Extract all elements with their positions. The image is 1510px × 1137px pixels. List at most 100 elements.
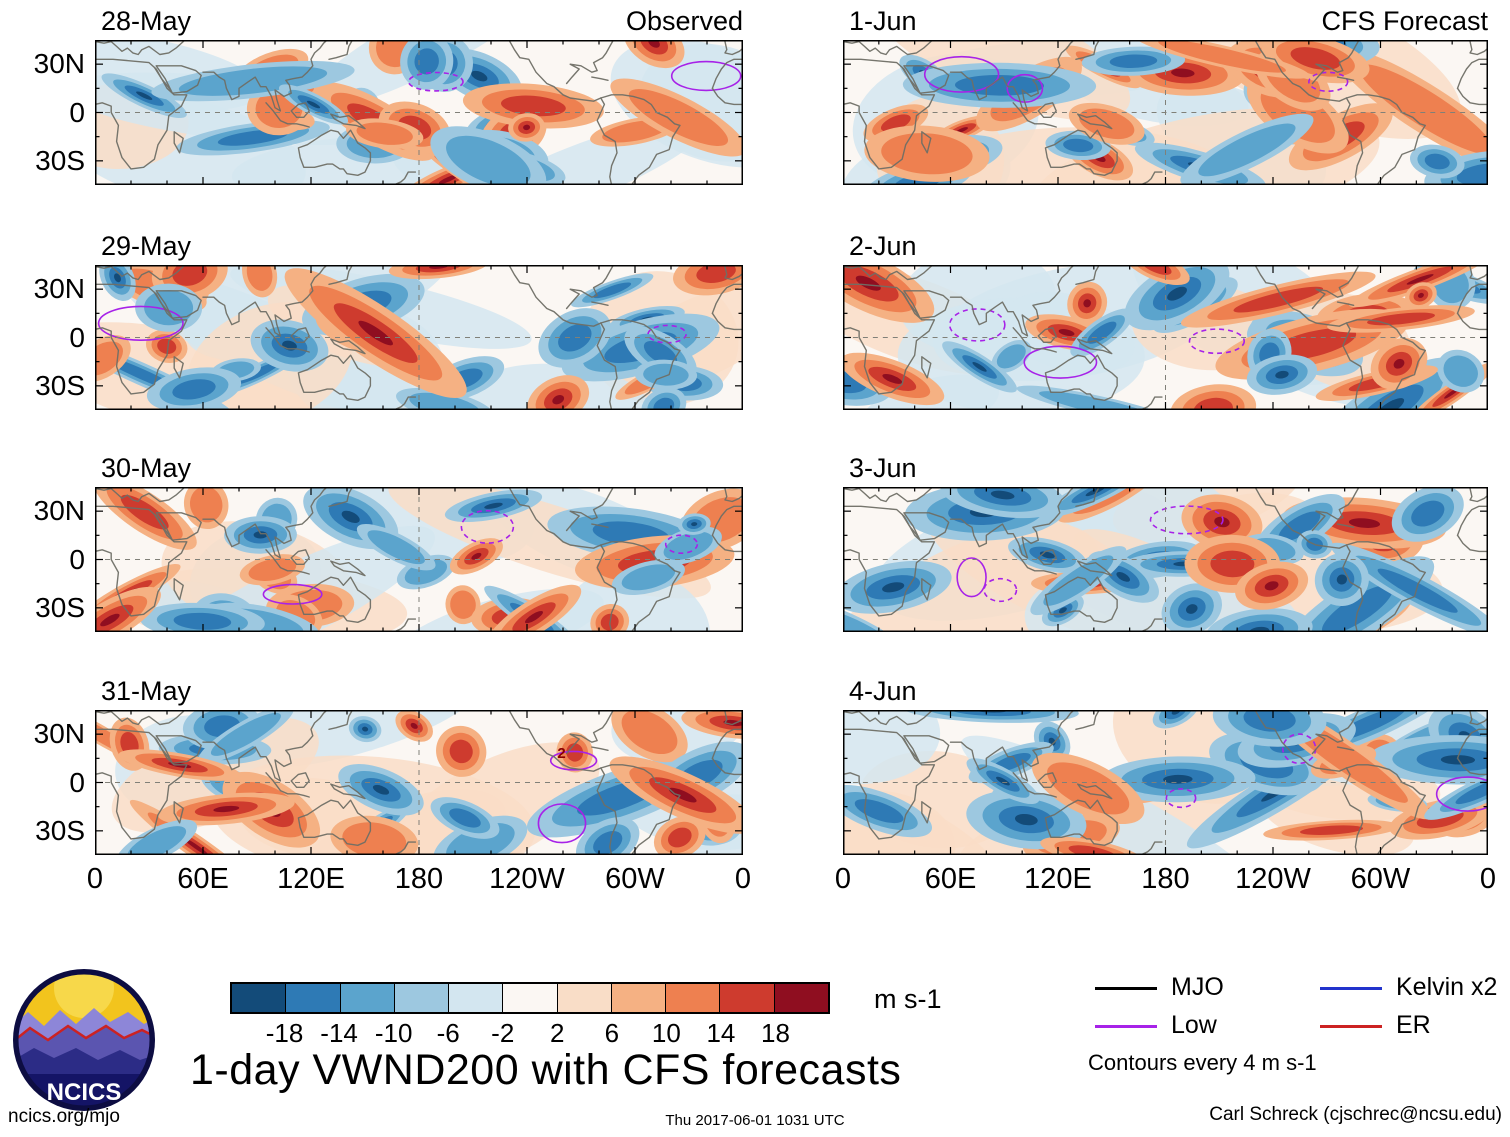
panel-date-label: 4-Jun [849,676,917,706]
x-tick-label: 60E [177,863,229,895]
colorbar-cell [448,984,503,1012]
low-contour [262,583,323,605]
colorbar-tick-label: 2 [550,1018,565,1048]
coastlines [95,265,743,410]
colorbar-cell [665,984,720,1012]
low-contour [407,71,464,92]
map-panel [843,265,1488,410]
panel-date-label: 31-May [101,676,192,706]
y-tick-label: 0 [69,543,85,575]
coastlines [843,40,1488,185]
panel-date-label: 1-Jun [849,6,917,36]
panel-date-label: 3-Jun [849,453,917,483]
map-panel [843,487,1488,632]
colorbar-cell [556,984,611,1012]
x-tick-label: 120W [1235,863,1311,895]
y-tick-label: 0 [69,321,85,353]
coastlines [843,487,1488,632]
colorbar-tick-label: 14 [706,1018,736,1048]
y-tick-label: 0 [69,96,85,128]
y-tick-label: 30N [33,718,85,750]
low-contour [1188,328,1246,355]
x-tick-label: 60E [924,863,977,895]
y-tick-label: 30N [33,48,85,80]
legend-line-low [1095,1025,1157,1028]
legend-note: Contours every 4 m s-1 [1088,1050,1317,1075]
low-contour [460,509,515,544]
coastlines [843,265,1488,410]
legend-label-low: Low [1171,1011,1217,1039]
y-tick-label: 30S [35,144,85,176]
colorbar-cell [610,984,666,1012]
y-tick-label: 30N [33,495,85,527]
x-tick-label: 60W [605,863,665,895]
x-tick-label: 60W [1350,863,1411,895]
map-panel: 2 [95,710,743,855]
x-tick-label: 180 [1141,863,1190,895]
colorbar-tick-label: -2 [491,1018,515,1048]
y-tick-label: 0 [69,766,85,798]
legend-line-kelvin [1320,987,1382,990]
low-contour [956,557,987,598]
coastlines [95,487,743,632]
observed-header: Observed [625,6,743,36]
x-tick-label: 0 [834,863,852,895]
low-contour [670,60,742,92]
legend-line-mjo [1095,987,1157,990]
colorbar-units: m s-1 [874,984,942,1014]
x-tick-label: 120W [489,863,565,895]
colorbar-tick-label: 10 [651,1018,681,1048]
colorbar-cell [393,984,449,1012]
colorbar-cell [285,984,340,1012]
colorbar [230,982,830,1014]
colorbar-cell [339,984,394,1012]
logo-red-line [16,1024,152,1045]
y-tick-label: 30N [33,273,85,305]
low-contour [983,577,1018,603]
x-tick-label: 120E [277,863,345,895]
legend-line-er [1320,1025,1382,1028]
colorbar-tick-label: -10 [374,1018,413,1048]
panel-date-label: 28-May [101,6,192,36]
footer-timestamp: Thu 2017-06-01 1031 UTC [665,1112,845,1129]
low-contour [1435,776,1488,812]
low-contour [1308,71,1349,93]
x-tick-label: 0 [86,863,104,895]
storm-marker: 2 [557,745,565,762]
low-contour [923,55,1000,93]
colorbar-cell [773,984,828,1012]
y-tick-label: 30S [35,591,85,623]
colorbar-tick-label: 6 [604,1018,620,1048]
colorbar-cell [232,984,286,1012]
low-contour [1149,505,1224,535]
footer-credit: Carl Schreck (cjschrec@ncsu.edu) [1209,1104,1502,1125]
legend-label-mjo: MJO [1171,973,1224,1001]
map-panel [843,710,1488,855]
colorbar-tick-label: -18 [265,1018,304,1048]
map-panel [95,487,743,632]
logo-text: NCICS [47,1079,122,1106]
panel-date-label: 2-Jun [849,231,917,261]
low-contour [97,305,184,342]
low-contour [1165,788,1197,809]
low-contour [664,534,699,555]
footer-url: ncics.org/mjo [8,1106,120,1127]
panel-date-label: 29-May [101,231,192,261]
low-contour [1023,345,1098,379]
cfs-forecast-header: CFS Forecast [1321,6,1488,36]
legend-label-kelvin: Kelvin x2 [1396,973,1498,1001]
coastlines [95,710,743,855]
map-panel [95,265,743,410]
colorbar-tick-label: -14 [320,1018,358,1048]
low-contour [549,750,598,771]
low-contour [948,308,1006,342]
colorbar-cell [502,984,557,1012]
y-tick-label: 30S [35,369,85,401]
ncics-logo: NCICS [13,969,155,1111]
map-panel [95,40,743,185]
coastlines [843,710,1488,855]
panel-date-label: 30-May [101,453,192,483]
colorbar-cell [719,984,774,1012]
map-panel [843,40,1488,185]
